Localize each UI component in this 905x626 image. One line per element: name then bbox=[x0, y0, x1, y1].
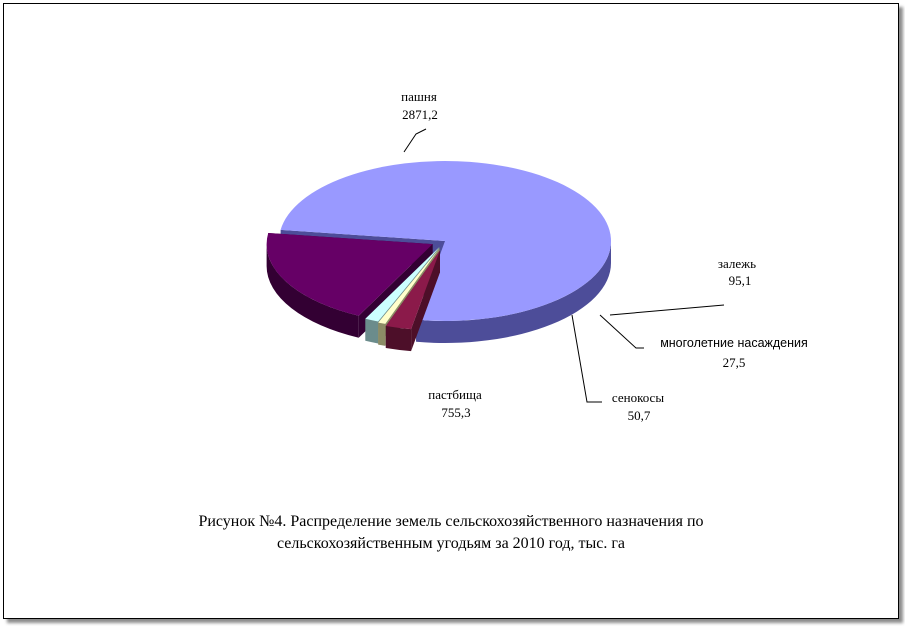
caption-line-2: сельскохозяйственным угодьям за 2010 год… bbox=[276, 535, 626, 552]
slice-mnogoletnie-top bbox=[378, 248, 440, 324]
pie-chart: пашня 2871,2 залежь 95,1 многолетние нас… bbox=[266, 89, 808, 423]
slice-pastbishcha-side-0 bbox=[266, 244, 359, 338]
leader-line-pashnya bbox=[403, 128, 427, 153]
slice-value-zalezh: 95,1 bbox=[729, 273, 752, 288]
slice-zalezh bbox=[385, 250, 440, 352]
caption-line-1: Рисунок №4. Распределение земель сельско… bbox=[198, 513, 704, 530]
slice-label-senokosy: сенокосы bbox=[612, 390, 664, 405]
slice-pastbishcha-top bbox=[266, 233, 433, 316]
leader-lines bbox=[403, 128, 725, 403]
slice-value-pashnya: 2871,2 bbox=[402, 107, 438, 122]
leader-line-zalezh bbox=[609, 304, 725, 316]
slice-label-pastbishcha: пастбища bbox=[428, 387, 482, 402]
data-labels: пашня 2871,2 залежь 95,1 многолетние нас… bbox=[401, 89, 808, 423]
leader-line-senokosy bbox=[571, 314, 602, 403]
figure-caption: Рисунок №4. Распределение земель сельско… bbox=[4, 511, 898, 555]
pie-slices bbox=[266, 161, 611, 352]
leader-line-mnogoletnie bbox=[599, 314, 644, 349]
chart-frame: пашня 2871,2 залежь 95,1 многолетние нас… bbox=[3, 3, 899, 619]
slice-label-pashnya: пашня bbox=[401, 89, 437, 104]
slice-zalezh-top bbox=[385, 250, 440, 330]
slice-senokosy-top bbox=[365, 247, 440, 322]
slice-label-mnogoletnie: многолетние насаждения bbox=[660, 336, 808, 350]
slice-pashnya-side-0 bbox=[416, 241, 611, 344]
slice-value-senokosy: 50,7 bbox=[628, 408, 651, 423]
slice-value-pastbishcha: 755,3 bbox=[441, 405, 470, 420]
slice-pashnya-top bbox=[280, 161, 611, 322]
slice-value-mnogoletnie: 27,5 bbox=[723, 355, 746, 370]
slice-label-zalezh: залежь bbox=[718, 256, 756, 271]
